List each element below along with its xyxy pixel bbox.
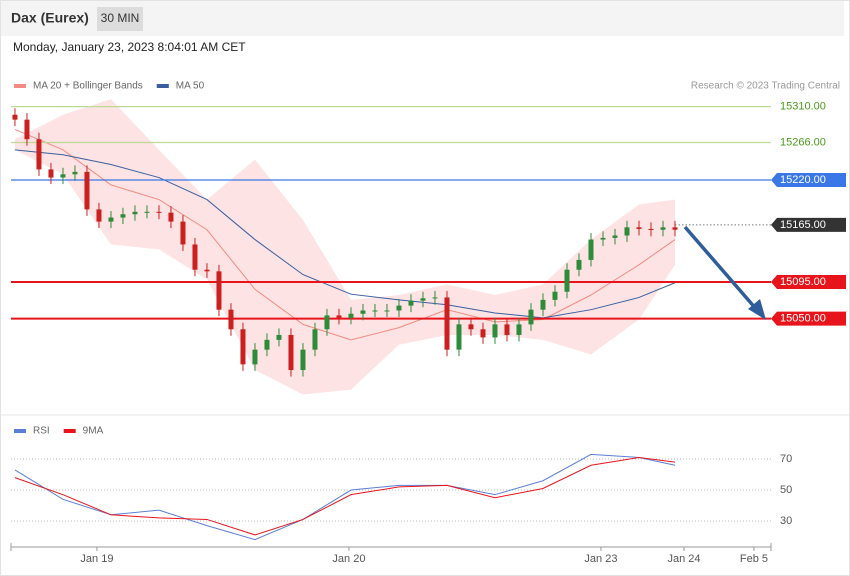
candle-body xyxy=(264,339,270,350)
candle-body xyxy=(288,334,294,371)
arrow-shaft xyxy=(683,225,759,312)
candle-body xyxy=(456,324,462,350)
level-box xyxy=(771,173,846,188)
candle-body xyxy=(360,310,366,314)
candle-body xyxy=(144,211,150,213)
candle-body xyxy=(540,299,546,310)
candle-body xyxy=(216,271,222,310)
candle-body xyxy=(276,334,282,340)
candle-body xyxy=(48,169,54,178)
candle-body xyxy=(252,349,258,365)
candle-body xyxy=(468,324,474,330)
level-box xyxy=(771,217,846,232)
level-label: 15165.00 xyxy=(780,219,826,231)
level-label: 15095.00 xyxy=(780,276,826,288)
candle-body xyxy=(204,269,210,272)
candle-body xyxy=(24,119,30,140)
x-tick-label: Jan 20 xyxy=(332,553,365,565)
level-label: 15266.00 xyxy=(780,136,826,148)
candle-body xyxy=(504,324,510,335)
candle-body xyxy=(168,212,174,222)
candle-body xyxy=(348,313,354,318)
candle-body xyxy=(192,244,198,270)
instrument-title: Dax (Eurex) xyxy=(11,10,89,26)
candle-body xyxy=(312,329,318,350)
candle-body xyxy=(588,239,594,260)
legend-swatch xyxy=(14,429,26,433)
series-line xyxy=(14,128,676,341)
candle-body xyxy=(432,297,438,299)
candle-body xyxy=(600,237,606,240)
series-line xyxy=(14,453,676,541)
interval-label[interactable]: 30 MIN xyxy=(101,11,140,25)
candle-body xyxy=(324,315,330,330)
candle-body xyxy=(180,221,186,245)
candle-body xyxy=(528,309,534,325)
legend-label: MA 50 xyxy=(176,81,205,92)
candle-body xyxy=(36,139,42,170)
candle-body xyxy=(132,211,138,215)
legend-swatch xyxy=(156,84,169,88)
candle-body xyxy=(396,305,402,311)
candle-body xyxy=(12,114,18,120)
legend-swatch xyxy=(63,429,76,433)
legend-label: RSI xyxy=(33,426,50,437)
candle-body xyxy=(516,324,522,335)
candle-body xyxy=(336,315,342,318)
candle-body xyxy=(72,171,78,175)
candle-body xyxy=(624,227,630,236)
candle-body xyxy=(60,174,66,178)
y-tick-label: 50 xyxy=(780,484,792,496)
candle-body xyxy=(156,211,162,213)
level-box xyxy=(771,274,846,289)
rsi-panel: 30 50 70 RSI 9MA Jan 19 Jan 20 Jan 23 Jan 24 Feb … xyxy=(10,426,792,565)
candle-body xyxy=(408,300,414,306)
forecast-arrow xyxy=(683,225,766,320)
candle-body xyxy=(108,217,114,222)
candle-body xyxy=(660,227,666,230)
series-line xyxy=(14,149,676,319)
candle-body xyxy=(576,259,582,270)
arrow-head xyxy=(748,299,766,320)
legend-label: 9MA xyxy=(83,426,104,437)
level-label: 15050.00 xyxy=(780,313,826,325)
interval-button[interactable] xyxy=(97,7,143,31)
candle-body xyxy=(300,349,306,371)
candle-body xyxy=(648,228,654,230)
candle-body xyxy=(96,209,102,222)
candle-body xyxy=(612,235,618,238)
candle-body xyxy=(84,171,90,210)
credit: Research © 2023 Trading Central xyxy=(691,81,840,92)
candle-body xyxy=(636,227,642,229)
candle-body xyxy=(480,329,486,338)
x-tick-label: Feb 5 xyxy=(740,553,768,565)
candle-body xyxy=(444,297,450,350)
candle-body xyxy=(564,269,570,292)
series-line xyxy=(14,456,676,536)
candle-body xyxy=(552,291,558,300)
candle-body xyxy=(420,298,426,301)
y-tick-label: 70 xyxy=(780,453,792,465)
x-tick-label: Jan 23 xyxy=(584,553,617,565)
candle-body xyxy=(384,310,390,312)
x-tick-label: Jan 24 xyxy=(667,553,700,565)
candle-body xyxy=(492,324,498,338)
level-box xyxy=(771,311,846,326)
x-tick-label: Jan 19 xyxy=(80,553,113,565)
candle-body xyxy=(372,310,378,312)
level-label: 15220.00 xyxy=(780,174,826,186)
timestamp: Monday, January 23, 2023 8:04:01 AM CET xyxy=(13,40,246,54)
candle-body xyxy=(120,214,126,218)
y-tick-label: 30 xyxy=(780,515,792,527)
candle-body xyxy=(672,227,678,230)
price-panel: MA 20 + Bollinger Bands MA 50 15310.00 1526… xyxy=(11,81,846,395)
candle-body xyxy=(228,309,234,330)
candle-body xyxy=(240,329,246,365)
legend-label: MA 20 + Bollinger Bands xyxy=(33,81,143,92)
level-label: 15310.00 xyxy=(780,101,826,113)
legend-swatch xyxy=(14,84,26,88)
